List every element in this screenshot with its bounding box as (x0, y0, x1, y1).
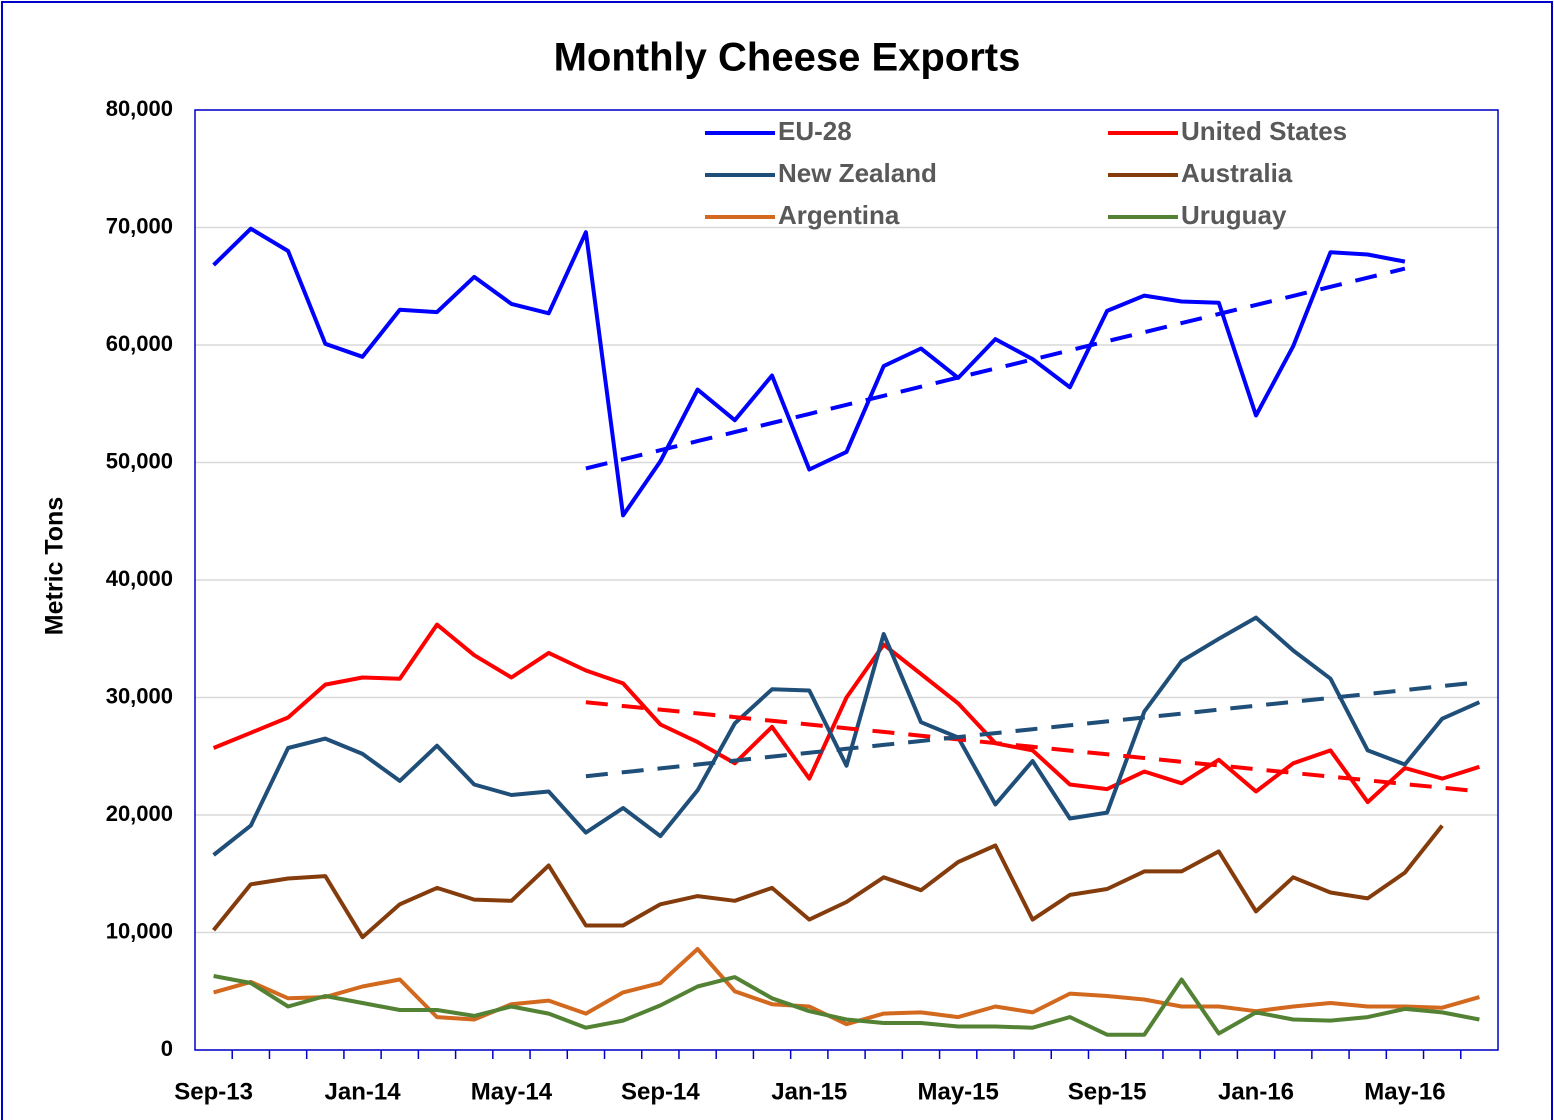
series-line (212, 615, 1481, 857)
y-tick-label: 0 (161, 1036, 173, 1061)
x-tick-label: Sep-13 (174, 1078, 253, 1105)
legend-label: Australia (1181, 158, 1293, 188)
x-tick-label: Jan-15 (771, 1078, 847, 1105)
y-tick-label: 80,000 (106, 96, 173, 121)
series-line (212, 824, 1444, 940)
y-tick-label: 10,000 (106, 918, 173, 943)
series-line (212, 622, 1481, 805)
x-tick-label: Jan-14 (325, 1078, 402, 1105)
x-tick-label: Sep-14 (621, 1078, 700, 1105)
y-tick-label: 30,000 (106, 683, 173, 708)
x-tick-label: Jan-16 (1218, 1078, 1294, 1105)
trend-line (585, 700, 1480, 794)
y-tick-label: 50,000 (106, 448, 173, 473)
legend-label: United States (1181, 116, 1347, 146)
series-line (213, 974, 1480, 1037)
y-tick-label: 20,000 (106, 801, 173, 826)
trend-line (585, 680, 1480, 779)
y-axis-label: Metric Tons (41, 497, 69, 635)
x-tick-label: May-14 (471, 1078, 553, 1105)
trend-line (585, 266, 1406, 471)
series-line (212, 226, 1406, 518)
legend-label: EU-28 (778, 116, 852, 146)
x-tick-label: May-15 (917, 1078, 998, 1105)
x-tick-label: May-16 (1364, 1078, 1445, 1105)
legend-label: New Zealand (778, 158, 937, 188)
x-tick-label: Sep-15 (1068, 1078, 1147, 1105)
legend-label: Argentina (778, 200, 900, 230)
legend-label: Uruguay (1181, 200, 1287, 230)
y-tick-label: 40,000 (106, 566, 173, 591)
y-tick-label: 70,000 (106, 213, 173, 238)
series-line (213, 947, 1480, 1027)
chart-title: Monthly Cheese Exports (554, 36, 1021, 80)
y-tick-label: 60,000 (106, 331, 173, 356)
plot-frame (194, 109, 1499, 1051)
